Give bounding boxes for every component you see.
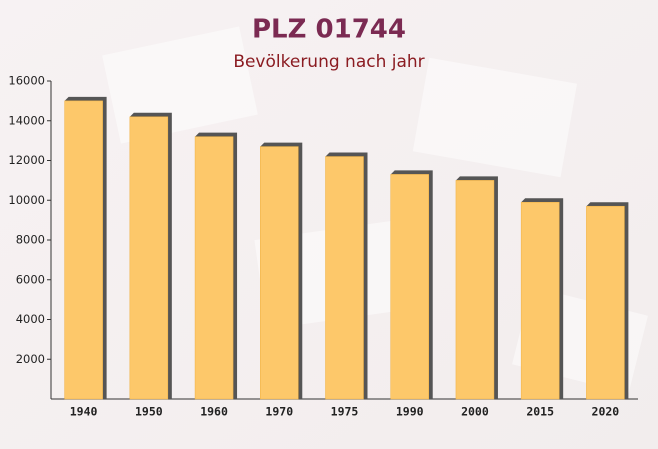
x-tick-label: 2015 <box>526 405 554 419</box>
x-tick-label: 2020 <box>592 405 620 419</box>
y-tick-label: 14000 <box>8 113 45 127</box>
bar <box>586 205 625 400</box>
x-tick-label: 1970 <box>265 405 293 419</box>
x-tick-label: 1940 <box>70 405 98 419</box>
x-tick-label: 1950 <box>135 405 163 419</box>
x-tick-label: 1975 <box>331 405 359 419</box>
y-tick-label: 4000 <box>16 312 45 326</box>
bar <box>520 201 560 400</box>
x-tick-label: 1960 <box>200 405 228 419</box>
bar <box>129 116 169 400</box>
x-tick-label: 1990 <box>396 405 424 419</box>
x-tick-label: 2000 <box>461 405 489 419</box>
chart-title: PLZ 01744 <box>252 15 406 45</box>
bar <box>390 174 429 400</box>
y-tick-label: 6000 <box>16 272 45 286</box>
bar <box>455 180 495 400</box>
bar <box>325 156 364 400</box>
y-tick-label: 2000 <box>16 352 45 366</box>
chart-subtitle: Bevölkerung nach jahr <box>233 52 424 72</box>
bar <box>194 136 234 400</box>
y-tick-label: 10000 <box>8 193 45 207</box>
y-tick-label: 16000 <box>8 74 45 88</box>
bar <box>260 146 299 400</box>
bar <box>64 100 103 400</box>
y-tick-label: 8000 <box>16 233 45 247</box>
y-tick-label: 12000 <box>8 153 45 167</box>
